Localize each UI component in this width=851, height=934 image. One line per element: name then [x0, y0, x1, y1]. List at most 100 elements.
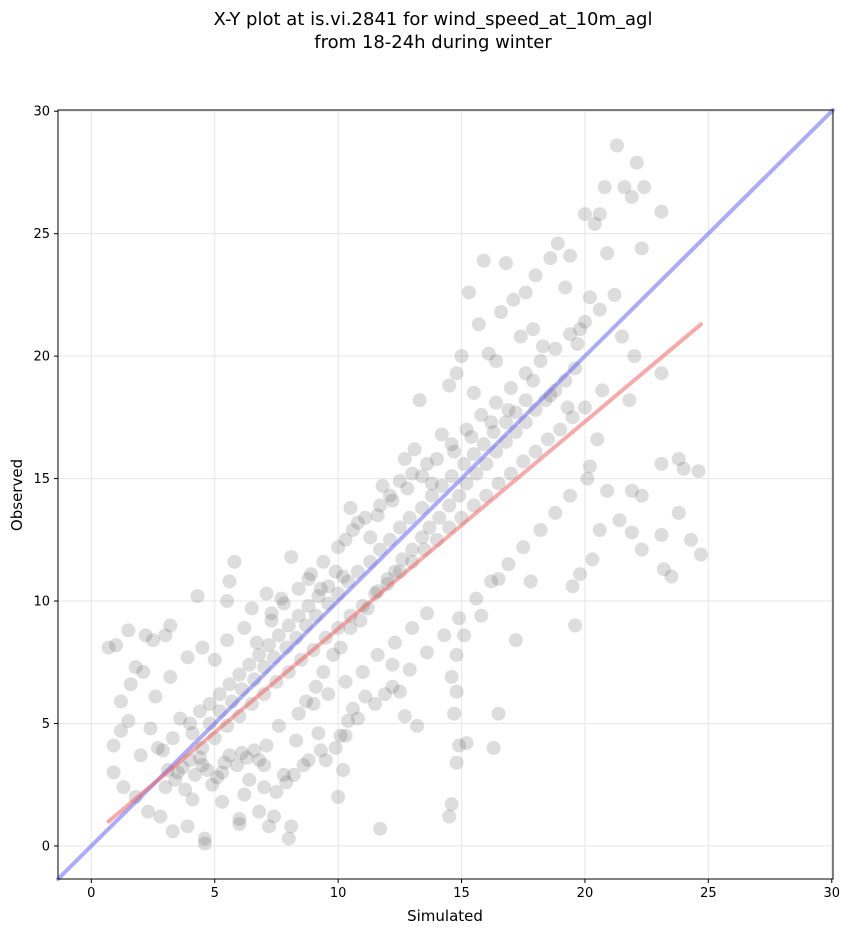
- data-point: [590, 432, 605, 447]
- data-point: [424, 476, 439, 491]
- plot-area: [56, 108, 835, 881]
- data-point: [610, 138, 625, 153]
- data-point: [654, 527, 669, 542]
- data-point: [113, 694, 128, 709]
- data-point: [163, 618, 178, 633]
- data-point: [449, 647, 464, 662]
- data-point: [143, 721, 158, 736]
- data-point: [281, 618, 296, 633]
- data-point: [466, 385, 481, 400]
- data-point: [200, 763, 215, 778]
- data-point: [582, 290, 597, 305]
- data-point: [506, 292, 521, 307]
- data-point: [244, 601, 259, 616]
- identity-line: [56, 108, 835, 881]
- data-point: [370, 508, 385, 523]
- data-point: [452, 488, 467, 503]
- data-point: [469, 466, 484, 481]
- data-point: [338, 674, 353, 689]
- data-point: [350, 515, 365, 530]
- data-point: [587, 216, 602, 231]
- data-point: [553, 422, 568, 437]
- data-point: [136, 665, 151, 680]
- data-point: [516, 540, 531, 555]
- data-point: [548, 341, 563, 356]
- data-point: [444, 669, 459, 684]
- data-point: [528, 444, 543, 459]
- data-point: [296, 758, 311, 773]
- data-point: [508, 405, 523, 420]
- data-point: [373, 542, 388, 557]
- data-point: [106, 765, 121, 780]
- data-point: [461, 285, 476, 300]
- data-point: [459, 422, 474, 437]
- data-point: [215, 794, 230, 809]
- reference-lines: [56, 108, 835, 881]
- data-point: [385, 657, 400, 672]
- data-point: [491, 476, 506, 491]
- data-point: [205, 777, 220, 792]
- data-point: [395, 552, 410, 567]
- data-point: [234, 745, 249, 760]
- data-point: [429, 451, 444, 466]
- data-point: [595, 383, 610, 398]
- data-point: [434, 427, 449, 442]
- data-point: [242, 657, 257, 672]
- data-point: [634, 542, 649, 557]
- data-point: [634, 241, 649, 256]
- data-point: [227, 554, 242, 569]
- data-point: [419, 606, 434, 621]
- data-point: [523, 574, 538, 589]
- x-axis-label: Simulated: [407, 907, 483, 925]
- data-point: [222, 574, 237, 589]
- data-point: [187, 767, 202, 782]
- data-point: [629, 155, 644, 170]
- data-point: [454, 349, 469, 364]
- data-point: [286, 767, 301, 782]
- data-point: [543, 251, 558, 266]
- data-point: [291, 706, 306, 721]
- data-point: [101, 640, 116, 655]
- data-point: [518, 366, 533, 381]
- data-point: [624, 189, 639, 204]
- data-point: [528, 268, 543, 283]
- data-point: [148, 689, 163, 704]
- data-point: [498, 415, 513, 430]
- data-point: [321, 687, 336, 702]
- data-point: [197, 836, 212, 851]
- data-point: [415, 469, 430, 484]
- data-point: [407, 442, 422, 457]
- data-point: [676, 461, 691, 476]
- data-point: [239, 750, 254, 765]
- data-point: [449, 366, 464, 381]
- data-point: [331, 540, 346, 555]
- data-point: [291, 581, 306, 596]
- data-point: [424, 488, 439, 503]
- data-point: [380, 576, 395, 591]
- data-point: [447, 706, 462, 721]
- data-point: [284, 819, 299, 834]
- data-point: [316, 554, 331, 569]
- data-point: [415, 500, 430, 515]
- data-point: [518, 285, 533, 300]
- data-point: [501, 557, 516, 572]
- data-point: [328, 740, 343, 755]
- data-point: [363, 530, 378, 545]
- data-point: [150, 740, 165, 755]
- data-point: [237, 787, 252, 802]
- data-point: [563, 327, 578, 342]
- data-point: [607, 287, 622, 302]
- data-point: [311, 589, 326, 604]
- data-point: [573, 567, 588, 582]
- data-point: [308, 679, 323, 694]
- data-point: [155, 743, 170, 758]
- data-point: [444, 797, 459, 812]
- data-point: [220, 633, 235, 648]
- data-point: [684, 532, 699, 547]
- y-axis-ticks: 0 5 10 15 20 25 30: [33, 105, 58, 854]
- data-point: [568, 618, 583, 633]
- data-point: [577, 400, 592, 415]
- data-point: [577, 207, 592, 222]
- data-point: [242, 772, 257, 787]
- data-point: [247, 743, 262, 758]
